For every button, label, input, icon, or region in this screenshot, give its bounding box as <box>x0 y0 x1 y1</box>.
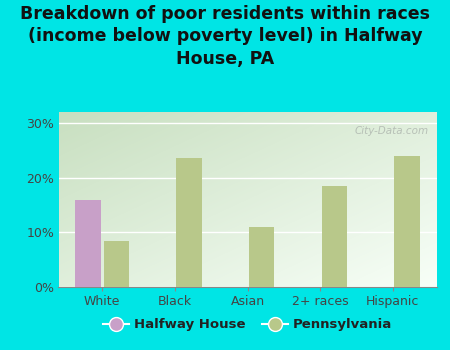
Bar <box>394 156 420 287</box>
Bar <box>176 159 202 287</box>
Text: City-Data.com: City-Data.com <box>355 126 429 136</box>
Bar <box>322 186 347 287</box>
Bar <box>75 199 101 287</box>
Bar <box>249 227 274 287</box>
Legend: Halfway House, Pennsylvania: Halfway House, Pennsylvania <box>97 313 398 336</box>
Text: Breakdown of poor residents within races
(income below poverty level) in Halfway: Breakdown of poor residents within races… <box>20 5 430 68</box>
Bar <box>104 240 129 287</box>
